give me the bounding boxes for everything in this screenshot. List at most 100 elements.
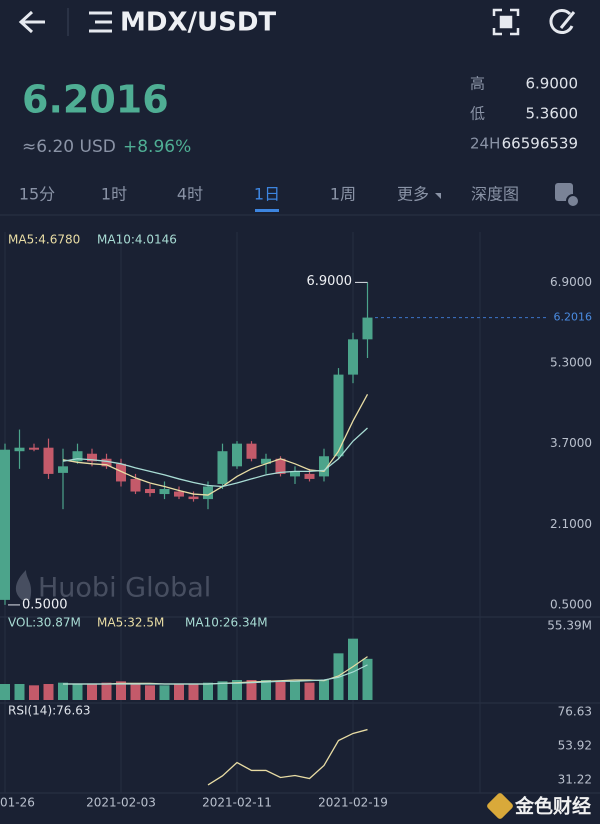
line: [62, 427, 368, 488]
candle-body: [232, 443, 242, 467]
logo-text: 金色财经: [514, 795, 591, 818]
tab[interactable]: 1日: [254, 185, 280, 204]
candle-body: [304, 473, 315, 479]
candle-body: [145, 489, 155, 494]
stat-label: 低: [470, 105, 485, 123]
y-tick-label: 0.5000: [550, 597, 592, 611]
line: [207, 728, 368, 786]
candle-body: [246, 443, 257, 459]
volume-bar: [58, 682, 68, 700]
volume-bar: [72, 684, 83, 700]
stat-value: 66596539: [502, 135, 578, 153]
tab[interactable]: 1周: [330, 185, 356, 204]
x-tick-label: 2021-02-11: [202, 796, 272, 810]
usd-price: ≈6.20 USD: [22, 137, 116, 157]
candle-body: [362, 317, 373, 340]
y-tick-label: 2.1000: [550, 517, 592, 531]
volume-bar: [43, 684, 54, 700]
candle-body: [72, 451, 83, 462]
candle-body: [290, 471, 300, 477]
line: [63, 664, 368, 685]
volume-bar: [130, 684, 141, 700]
last-price-label: 6.2016: [554, 311, 593, 324]
tab[interactable]: 15分: [19, 185, 55, 204]
legend-entry: MA5:32.5M: [97, 616, 164, 630]
legend-entry: RSI(14):76.63: [8, 704, 91, 718]
candle-body: [333, 374, 344, 457]
candle-body: [116, 463, 126, 482]
y-tick-label: 55.39M: [547, 619, 592, 633]
candle-body: [29, 447, 39, 450]
stat-value: 5.3600: [526, 105, 579, 123]
volume-bar: [145, 685, 155, 700]
candle-body: [43, 447, 54, 474]
last-price: 6.2016: [22, 78, 169, 122]
volume-bar: [217, 681, 228, 700]
y-tick-label: 53.92: [558, 739, 592, 753]
volume-bar: [87, 684, 97, 700]
dropdown-arrow: [435, 193, 441, 199]
legend-entry: VOL:30.87M: [8, 616, 81, 630]
menu-icon[interactable]: [89, 11, 112, 33]
plot: 01-26 2021-02-03 2021-02-11 2021-02-19 6.900…: [0, 232, 592, 810]
candle-body: [319, 456, 329, 477]
volume-bar: [246, 680, 257, 700]
y-tick-label: 76.63: [558, 704, 592, 718]
legend-entry: MA10:26.34M: [185, 616, 268, 630]
candle-body: [14, 447, 25, 452]
pair-title[interactable]: MDX/USDT: [120, 8, 276, 38]
candle-body: [188, 496, 199, 500]
candle-body: [261, 458, 271, 464]
watermark: Huobi Global: [15, 570, 211, 604]
candle-body: [58, 466, 68, 473]
stats: 高 6.9000 低 5.3600 24H 66596539: [470, 75, 578, 153]
y-tick-label: 3.7000: [550, 436, 592, 450]
y-tick-label: 6.9000: [550, 275, 592, 289]
legend-entry: MA5:4.6780: [8, 233, 80, 247]
volume-bar: [203, 682, 213, 700]
change-percent: +8.96%: [123, 137, 191, 157]
scan-icon[interactable]: [492, 8, 520, 36]
volume-bar: [290, 681, 300, 700]
tabs: 15分 1时 4时 1日 1周 更多 深度图: [19, 185, 519, 212]
tab-underline: [255, 209, 279, 212]
volume-bar: [362, 658, 373, 700]
stat-label: 24H: [470, 135, 500, 153]
tab[interactable]: 深度图: [471, 185, 519, 204]
candle-body: [130, 478, 141, 492]
candle-body: [217, 451, 228, 484]
tab[interactable]: 1时: [101, 185, 127, 204]
volume-bar: [261, 680, 271, 700]
candle-body: [275, 458, 286, 474]
tab[interactable]: 4时: [177, 185, 203, 204]
candle-body: [0, 449, 10, 600]
candle-body: [87, 453, 97, 462]
volume-bar: [348, 638, 358, 700]
volume-bar: [174, 684, 184, 700]
stat-label: 高: [470, 75, 485, 93]
y-tick-label: 5.3000: [550, 356, 592, 370]
volume-bar: [188, 684, 199, 700]
x-tick-label: 01-26: [0, 796, 35, 810]
x-tick-label: 2021-02-03: [86, 796, 156, 810]
candle-body: [348, 339, 358, 375]
candle-body: [203, 486, 213, 500]
candle-body: [101, 458, 112, 467]
settings-icon[interactable]: [555, 183, 580, 208]
volume-bar: [29, 685, 39, 700]
volume-bar: [319, 680, 329, 700]
volume-bar: [159, 685, 170, 700]
low-label: 0.5000: [22, 597, 68, 612]
volume-bar: [304, 682, 315, 700]
high-label: 6.9000: [307, 274, 353, 289]
back-button[interactable]: [18, 10, 45, 34]
tab[interactable]: 更多: [397, 185, 429, 204]
volume-bar: [101, 682, 112, 700]
y-tick-label: 31.22: [558, 772, 592, 786]
watermark-text: Huobi Global: [38, 573, 211, 604]
share-icon[interactable]: [549, 9, 576, 34]
volume-bar: [333, 653, 344, 700]
